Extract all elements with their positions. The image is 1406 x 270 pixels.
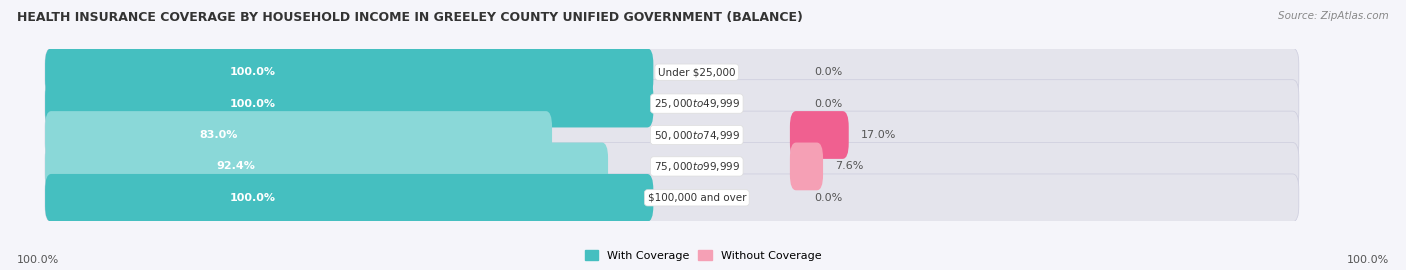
FancyBboxPatch shape — [45, 111, 1299, 159]
Text: 100.0%: 100.0% — [1347, 255, 1389, 265]
Text: $75,000 to $99,999: $75,000 to $99,999 — [654, 160, 740, 173]
Text: 7.6%: 7.6% — [835, 161, 863, 171]
Text: 17.0%: 17.0% — [860, 130, 897, 140]
Text: Under $25,000: Under $25,000 — [658, 67, 735, 77]
Text: $25,000 to $49,999: $25,000 to $49,999 — [654, 97, 740, 110]
FancyBboxPatch shape — [45, 143, 607, 190]
Text: 92.4%: 92.4% — [217, 161, 256, 171]
FancyBboxPatch shape — [45, 111, 553, 159]
FancyBboxPatch shape — [790, 143, 823, 190]
FancyBboxPatch shape — [45, 174, 1299, 222]
FancyBboxPatch shape — [790, 111, 849, 159]
Text: 0.0%: 0.0% — [814, 67, 844, 77]
Text: $100,000 and over: $100,000 and over — [648, 193, 747, 203]
Text: 0.0%: 0.0% — [814, 99, 844, 109]
Legend: With Coverage, Without Coverage: With Coverage, Without Coverage — [582, 247, 824, 264]
Text: 100.0%: 100.0% — [17, 255, 59, 265]
FancyBboxPatch shape — [45, 48, 654, 96]
FancyBboxPatch shape — [45, 48, 1299, 96]
Text: 100.0%: 100.0% — [231, 193, 276, 203]
Text: 100.0%: 100.0% — [231, 67, 276, 77]
Text: $50,000 to $74,999: $50,000 to $74,999 — [654, 129, 740, 141]
FancyBboxPatch shape — [45, 80, 1299, 127]
Text: 0.0%: 0.0% — [814, 193, 844, 203]
Text: HEALTH INSURANCE COVERAGE BY HOUSEHOLD INCOME IN GREELEY COUNTY UNIFIED GOVERNME: HEALTH INSURANCE COVERAGE BY HOUSEHOLD I… — [17, 11, 803, 24]
Text: Source: ZipAtlas.com: Source: ZipAtlas.com — [1278, 11, 1389, 21]
FancyBboxPatch shape — [45, 143, 1299, 190]
FancyBboxPatch shape — [45, 174, 654, 222]
FancyBboxPatch shape — [45, 80, 654, 127]
Text: 83.0%: 83.0% — [200, 130, 238, 140]
Text: 100.0%: 100.0% — [231, 99, 276, 109]
